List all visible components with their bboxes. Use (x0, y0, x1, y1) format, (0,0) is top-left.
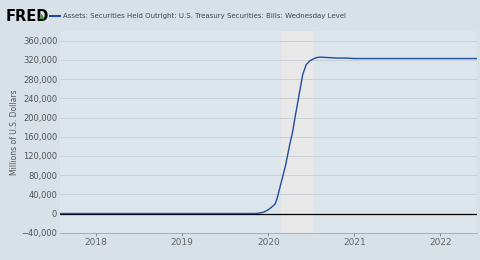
Text: ▲: ▲ (39, 14, 45, 20)
Text: Assets: Securities Held Outright: U.S. Treasury Securities: Bills: Wednesday Lev: Assets: Securities Held Outright: U.S. T… (63, 14, 347, 20)
Y-axis label: Millions of U.S. Dollars: Millions of U.S. Dollars (10, 89, 19, 175)
Bar (281, 31, 313, 233)
Text: FRED: FRED (6, 9, 49, 24)
